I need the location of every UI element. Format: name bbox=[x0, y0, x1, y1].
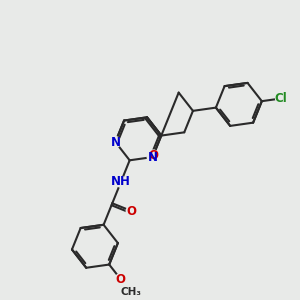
Circle shape bbox=[147, 152, 158, 162]
Text: Cl: Cl bbox=[274, 92, 287, 105]
Text: O: O bbox=[127, 205, 136, 218]
Circle shape bbox=[148, 150, 159, 161]
Text: NH: NH bbox=[111, 175, 131, 188]
Text: N: N bbox=[148, 151, 158, 164]
Circle shape bbox=[123, 284, 138, 299]
Circle shape bbox=[126, 206, 137, 216]
Text: CH₃: CH₃ bbox=[120, 287, 141, 297]
Circle shape bbox=[110, 137, 121, 147]
Circle shape bbox=[115, 274, 126, 284]
Text: N: N bbox=[110, 136, 120, 148]
Circle shape bbox=[276, 93, 286, 104]
Text: O: O bbox=[116, 273, 125, 286]
Text: O: O bbox=[148, 149, 158, 162]
Circle shape bbox=[116, 176, 126, 187]
